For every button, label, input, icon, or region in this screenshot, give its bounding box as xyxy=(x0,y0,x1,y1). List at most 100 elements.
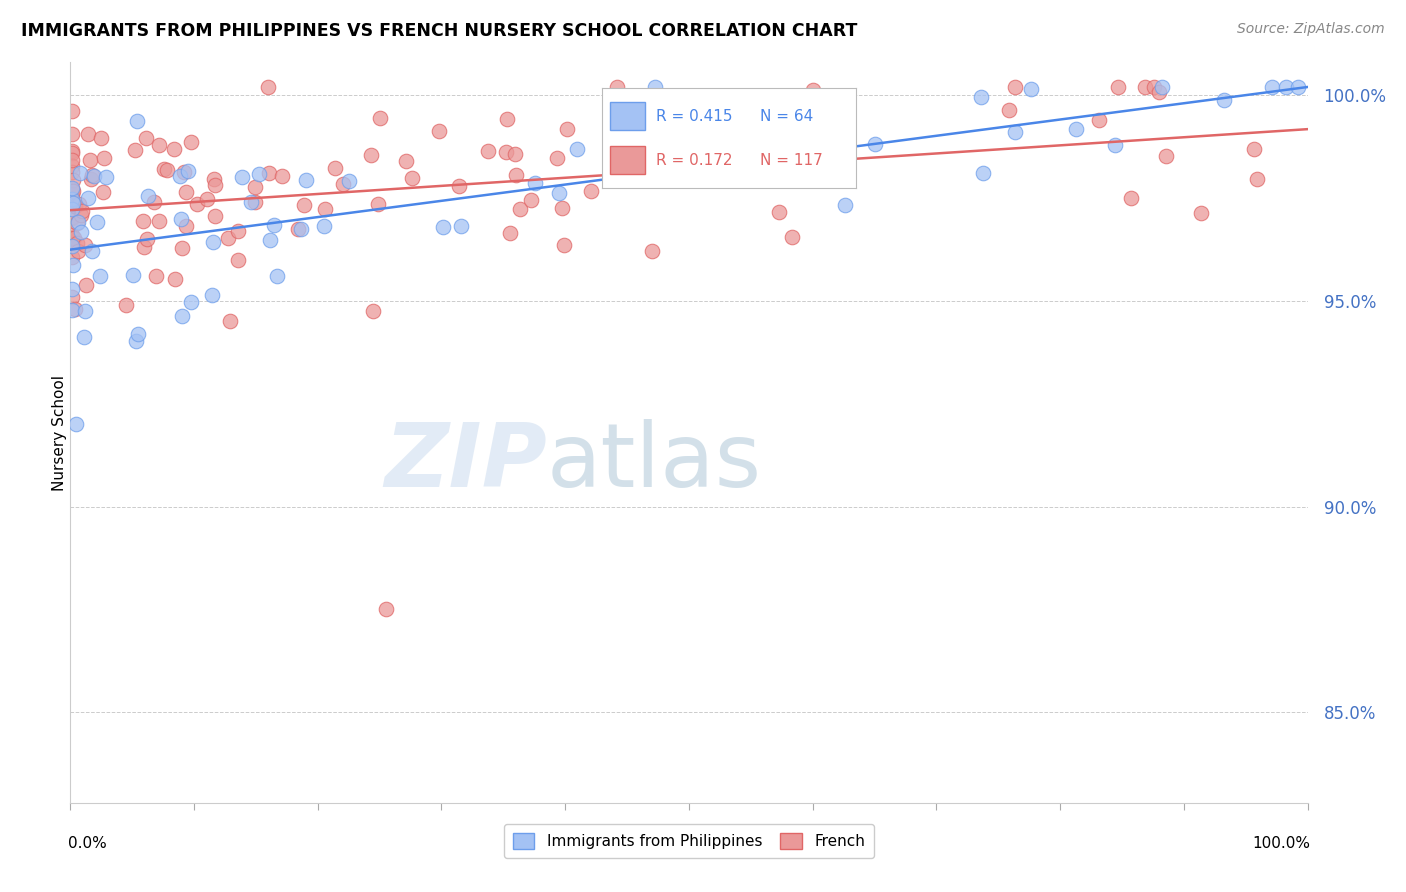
Point xyxy=(401,170,423,185)
Point xyxy=(60,146,83,161)
Point xyxy=(83,169,105,183)
Point xyxy=(1143,80,1166,95)
Point xyxy=(266,269,288,284)
Point xyxy=(156,162,179,177)
Point xyxy=(1260,80,1282,95)
Point xyxy=(970,90,993,104)
Point xyxy=(177,164,200,178)
Point xyxy=(257,166,280,180)
Point xyxy=(226,252,249,267)
Point xyxy=(60,159,83,173)
Point xyxy=(204,178,226,192)
Point xyxy=(520,193,543,207)
Point xyxy=(60,192,83,206)
Point xyxy=(834,198,856,212)
Point xyxy=(62,258,84,272)
Point xyxy=(60,181,83,195)
Point xyxy=(65,302,87,317)
Point xyxy=(60,211,83,225)
Point xyxy=(226,224,249,238)
Point xyxy=(89,268,111,283)
Point xyxy=(360,147,382,161)
Point xyxy=(505,168,527,182)
Point xyxy=(93,151,115,165)
Point xyxy=(567,142,589,156)
Point xyxy=(180,295,202,310)
Point xyxy=(394,154,416,169)
Point xyxy=(548,186,571,200)
Point xyxy=(60,153,83,167)
Point xyxy=(63,230,86,244)
Point xyxy=(259,233,281,247)
Point xyxy=(450,219,472,233)
Point xyxy=(247,167,270,181)
Y-axis label: Nursery School: Nursery School xyxy=(52,375,66,491)
Point xyxy=(367,196,389,211)
Point xyxy=(555,122,578,136)
Point xyxy=(201,287,224,301)
Point xyxy=(503,147,526,161)
Point xyxy=(173,165,195,179)
Legend: Immigrants from Philippines, French: Immigrants from Philippines, French xyxy=(503,824,875,858)
Point xyxy=(1087,113,1109,128)
Point xyxy=(240,195,263,210)
Point xyxy=(60,104,83,119)
Point xyxy=(169,169,191,184)
Point xyxy=(782,230,804,244)
Point xyxy=(375,602,398,616)
Point xyxy=(314,219,336,233)
Point xyxy=(292,197,315,211)
Point xyxy=(337,174,360,188)
Point xyxy=(148,213,170,227)
Point xyxy=(60,127,83,141)
Point xyxy=(145,269,167,284)
Point xyxy=(740,165,762,179)
Point xyxy=(63,199,86,213)
Point xyxy=(115,298,138,312)
Text: 0.0%: 0.0% xyxy=(67,836,107,851)
Point xyxy=(67,244,90,258)
Point xyxy=(186,196,208,211)
Point xyxy=(509,202,531,217)
Point xyxy=(170,241,193,255)
Point xyxy=(124,334,146,349)
Point xyxy=(163,143,186,157)
Point xyxy=(77,191,100,205)
Point xyxy=(65,417,87,432)
Point xyxy=(62,173,84,187)
Point xyxy=(127,114,149,128)
Point xyxy=(170,310,193,324)
Point xyxy=(67,215,90,229)
Point xyxy=(245,180,267,194)
Point xyxy=(711,105,734,120)
Point xyxy=(287,222,309,236)
Point xyxy=(66,236,89,251)
Point xyxy=(972,166,994,180)
Point xyxy=(1064,122,1087,136)
Text: IMMIGRANTS FROM PHILIPPINES VS FRENCH NURSERY SCHOOL CORRELATION CHART: IMMIGRANTS FROM PHILIPPINES VS FRENCH NU… xyxy=(21,22,858,40)
Point xyxy=(1107,80,1129,95)
Point xyxy=(606,80,628,95)
Point xyxy=(60,290,83,304)
Point xyxy=(1150,80,1173,95)
Point xyxy=(60,211,83,225)
Point xyxy=(73,330,96,344)
Point xyxy=(195,192,218,206)
Point xyxy=(524,176,547,190)
Point xyxy=(863,137,886,152)
Point xyxy=(496,112,519,127)
Point xyxy=(551,201,574,215)
Point xyxy=(432,219,454,234)
Point xyxy=(136,232,159,246)
Point xyxy=(135,131,157,145)
Point xyxy=(60,239,83,253)
Point xyxy=(332,177,354,191)
Point xyxy=(1275,80,1298,95)
Point xyxy=(447,179,470,194)
Point xyxy=(257,80,280,95)
Point xyxy=(768,205,790,219)
Point xyxy=(368,111,391,125)
Point xyxy=(60,145,83,159)
Point xyxy=(60,202,83,217)
Point xyxy=(610,159,633,173)
